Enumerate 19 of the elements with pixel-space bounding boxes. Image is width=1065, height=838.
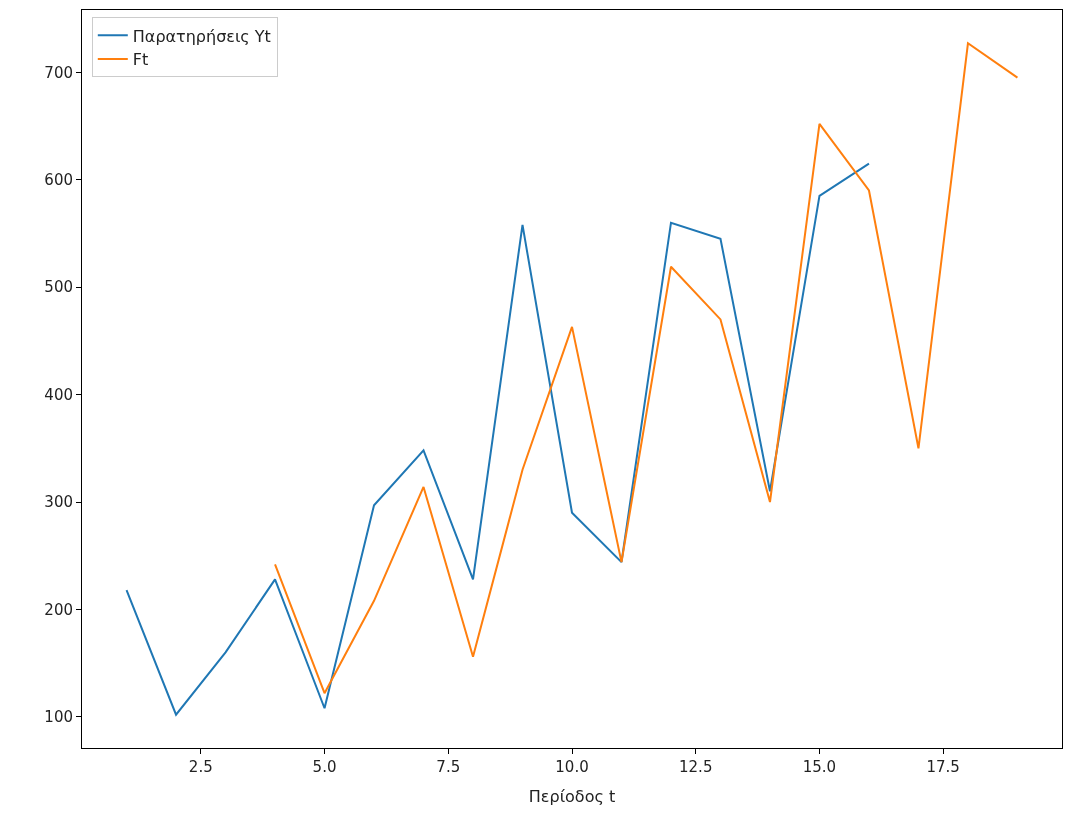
x-tick-label: 10.0: [555, 758, 589, 776]
legend-label: Παρατηρήσεις Yt: [132, 26, 271, 46]
line-series: [274, 42, 1019, 695]
x-tick-label: 2.5: [188, 758, 213, 776]
y-tick-label: 700: [44, 63, 73, 82]
x-tick-label: 5.0: [312, 758, 337, 776]
x-tick-label: 15.0: [802, 758, 837, 776]
y-tick-label: 300: [44, 493, 73, 512]
y-tick-label: 200: [44, 600, 73, 619]
x-tick-label: 7.5: [436, 758, 461, 776]
y-tick-label: 500: [44, 278, 73, 297]
x-axis-title: Περίοδος t: [528, 786, 616, 806]
x-tick-label: 17.5: [926, 758, 960, 776]
line-series: [125, 162, 870, 716]
legend-label: Ft: [132, 50, 149, 70]
y-tick-label: 600: [44, 170, 73, 189]
x-tick-label: 12.5: [679, 758, 713, 776]
y-tick-label: 100: [44, 708, 73, 727]
y-tick-label: 400: [44, 385, 73, 404]
